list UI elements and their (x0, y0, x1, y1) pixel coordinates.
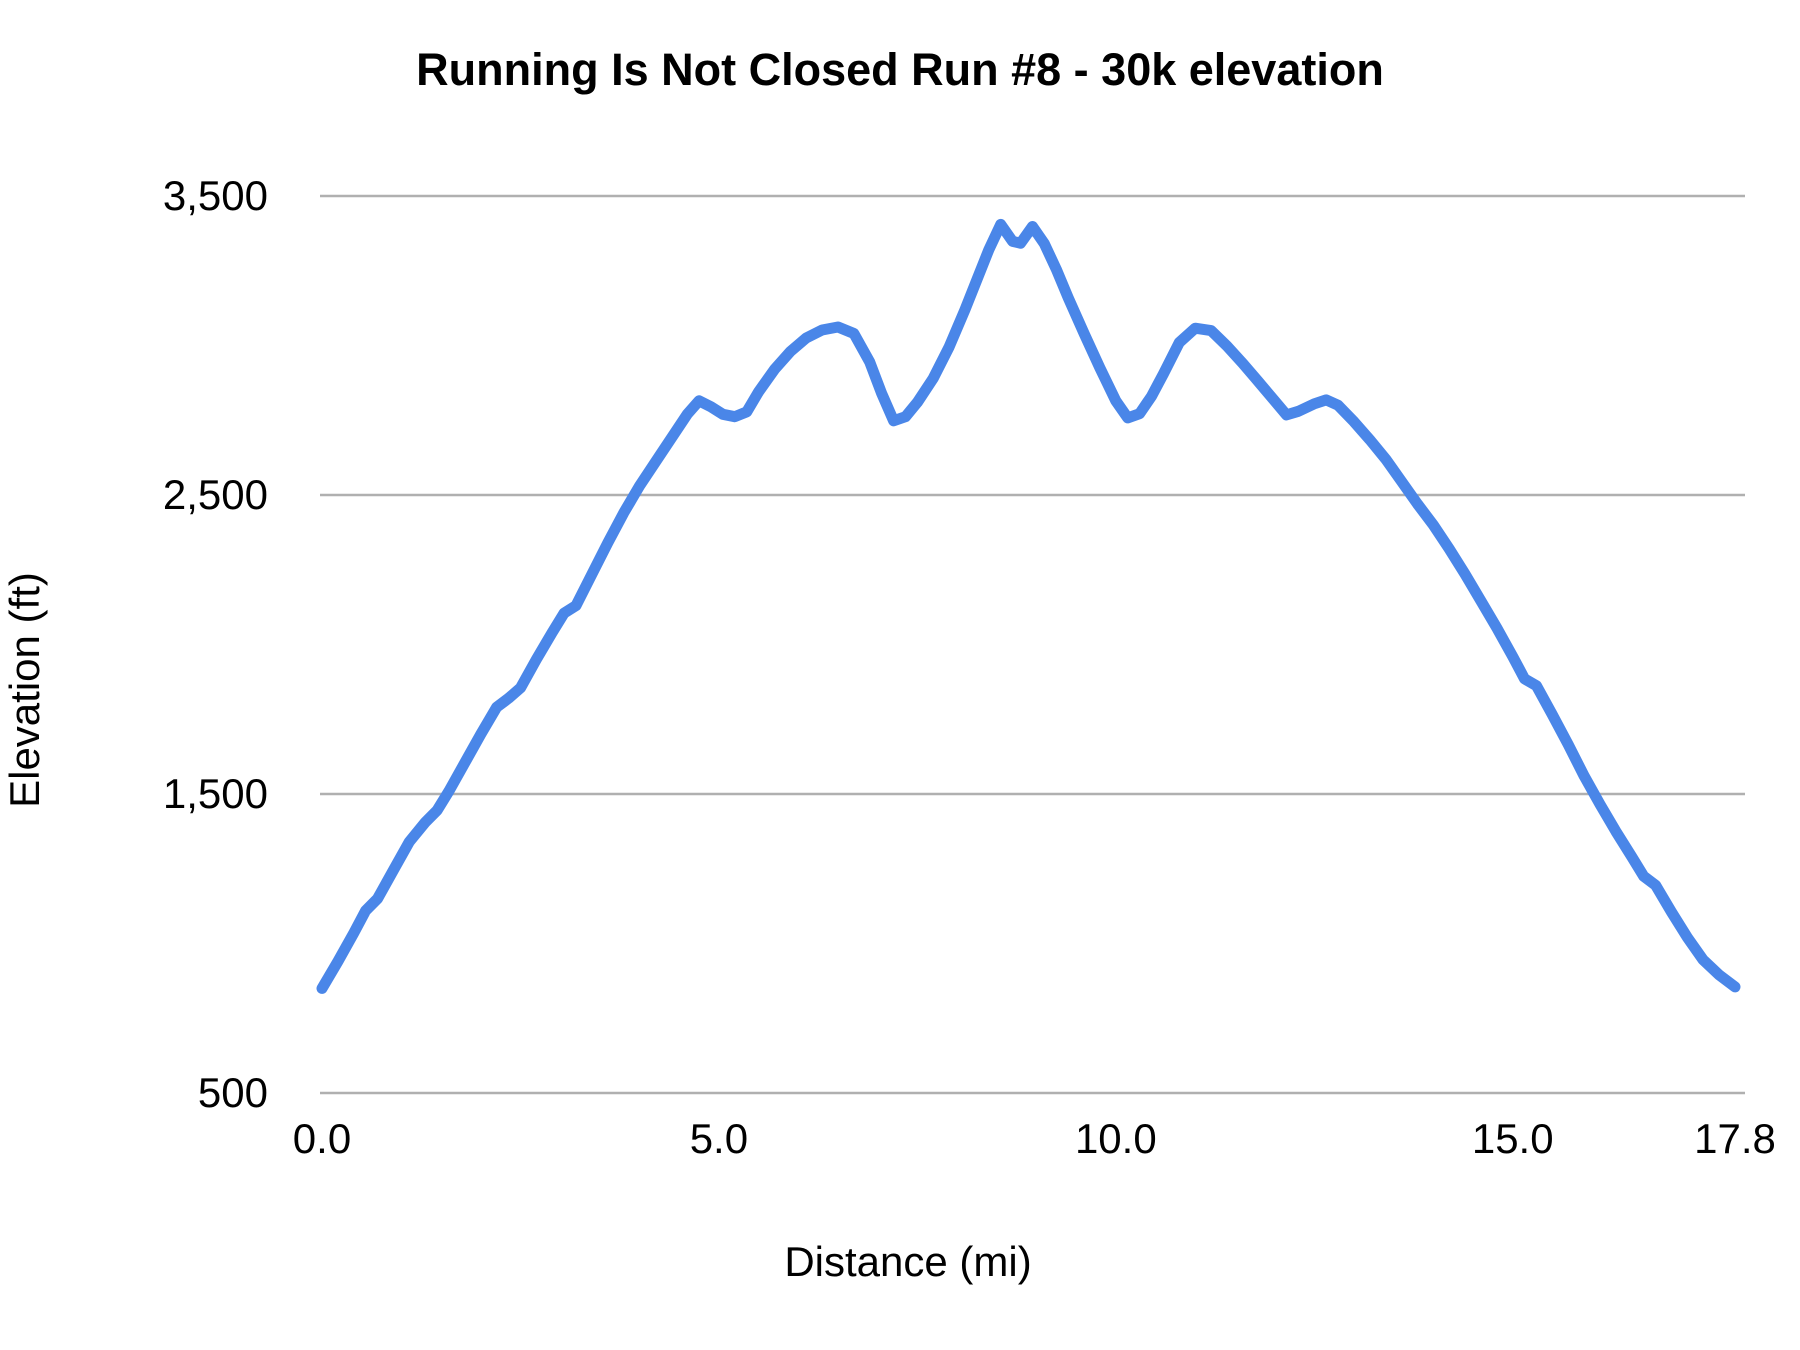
x-tick-label: 15.0 (1471, 1115, 1554, 1162)
x-tick-label: 5.0 (689, 1115, 749, 1162)
x-tick-label: 17.8 (1694, 1115, 1776, 1162)
y-tick-label: 3,500 (162, 172, 268, 219)
elevation-line (316, 218, 1741, 994)
y-tick-label: 1,500 (162, 770, 268, 817)
x-tick-label: 0.0 (292, 1115, 352, 1162)
x-axis-title: Distance (mi) (784, 1238, 1032, 1285)
chart-title: Running Is Not Closed Run #8 - 30k eleva… (416, 44, 1384, 95)
x-tick-label: 10.0 (1074, 1115, 1157, 1162)
y-tick-label: 500 (197, 1069, 268, 1116)
y-tick-label: 2,500 (162, 471, 268, 518)
